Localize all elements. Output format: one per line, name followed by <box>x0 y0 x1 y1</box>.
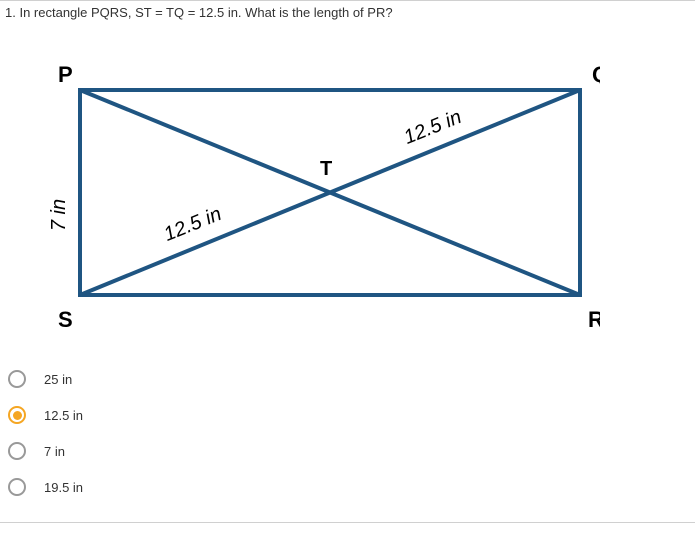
diagram: PQSRT7 in12.5 in12.5 in <box>40 55 600 345</box>
option-label-2: 7 in <box>44 444 65 459</box>
option-label-0: 25 in <box>44 372 72 387</box>
option-3[interactable]: 19.5 in <box>8 478 83 496</box>
radio-1[interactable] <box>8 406 26 424</box>
divider-top <box>0 0 695 1</box>
vertex-Q: Q <box>592 62 600 87</box>
divider-bottom <box>0 522 695 523</box>
question-number: 1. <box>5 5 16 20</box>
option-0[interactable]: 25 in <box>8 370 83 388</box>
radio-2[interactable] <box>8 442 26 460</box>
radio-0[interactable] <box>8 370 26 388</box>
radio-3[interactable] <box>8 478 26 496</box>
option-2[interactable]: 7 in <box>8 442 83 460</box>
diagram-svg: PQSRT7 in12.5 in12.5 in <box>40 55 600 345</box>
option-1[interactable]: 12.5 in <box>8 406 83 424</box>
option-label-3: 19.5 in <box>44 480 83 495</box>
vertex-P: P <box>58 62 73 87</box>
vertex-T: T <box>320 158 332 180</box>
vertex-R: R <box>588 307 600 332</box>
options-list: 25 in 12.5 in 7 in 19.5 in <box>8 370 83 514</box>
question-body: In rectangle PQRS, ST = TQ = 12.5 in. Wh… <box>19 5 392 20</box>
vertex-S: S <box>58 307 73 332</box>
option-label-1: 12.5 in <box>44 408 83 423</box>
question-text: 1. In rectangle PQRS, ST = TQ = 12.5 in.… <box>5 5 393 20</box>
measure-side_left: 7 in <box>48 199 70 231</box>
